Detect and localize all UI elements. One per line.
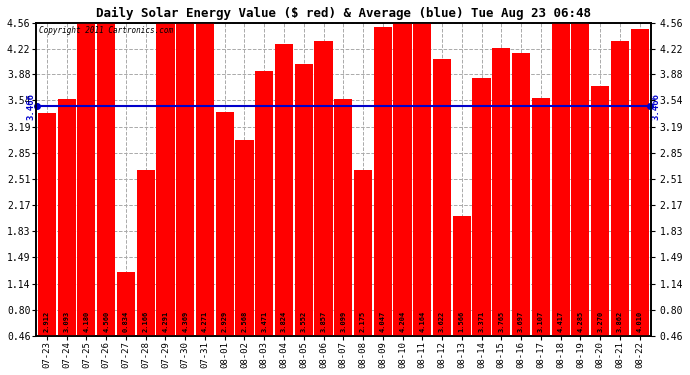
- Text: 2.175: 2.175: [360, 310, 366, 332]
- Bar: [157, 8, 175, 336]
- Text: 4.291: 4.291: [162, 310, 168, 332]
- Bar: [196, 9, 214, 336]
- Text: 4.164: 4.164: [420, 310, 425, 332]
- Bar: [77, 16, 95, 336]
- Bar: [354, 170, 372, 336]
- Bar: [571, 9, 589, 336]
- Text: 3.862: 3.862: [617, 310, 623, 332]
- Bar: [97, 0, 115, 336]
- Text: 2.568: 2.568: [241, 310, 248, 332]
- Text: 2.912: 2.912: [44, 310, 50, 332]
- Text: 4.204: 4.204: [400, 310, 406, 332]
- Text: 4.047: 4.047: [380, 310, 386, 332]
- Text: 0.834: 0.834: [123, 310, 129, 332]
- Bar: [315, 41, 333, 336]
- Text: 1.566: 1.566: [459, 310, 465, 332]
- Text: 3.857: 3.857: [320, 310, 326, 332]
- Text: 3.270: 3.270: [597, 310, 603, 332]
- Text: 3.107: 3.107: [538, 310, 544, 332]
- Bar: [275, 44, 293, 336]
- Bar: [137, 170, 155, 336]
- Bar: [492, 48, 511, 336]
- Bar: [473, 78, 491, 336]
- Bar: [215, 112, 234, 336]
- Bar: [374, 27, 392, 336]
- Text: 3.093: 3.093: [63, 310, 70, 332]
- Bar: [255, 70, 273, 336]
- Text: 4.560: 4.560: [103, 310, 109, 332]
- Bar: [631, 30, 649, 336]
- Text: 3.099: 3.099: [340, 310, 346, 332]
- Text: 3.552: 3.552: [301, 310, 307, 332]
- Bar: [433, 59, 451, 336]
- Bar: [334, 99, 353, 336]
- Bar: [512, 53, 530, 336]
- Text: 3.466: 3.466: [26, 93, 35, 120]
- Bar: [117, 272, 135, 336]
- Bar: [591, 86, 609, 336]
- Bar: [413, 18, 431, 336]
- Text: Copyright 2011 Cartronics.com: Copyright 2011 Cartronics.com: [39, 26, 173, 35]
- Bar: [551, 0, 570, 336]
- Title: Daily Solar Energy Value ($ red) & Average (blue) Tue Aug 23 06:48: Daily Solar Energy Value ($ red) & Avera…: [96, 7, 591, 20]
- Text: 3.824: 3.824: [281, 310, 287, 332]
- Text: 3.471: 3.471: [262, 310, 267, 332]
- Bar: [235, 140, 253, 336]
- Bar: [532, 98, 550, 336]
- Text: 4.285: 4.285: [578, 310, 583, 332]
- Bar: [38, 113, 56, 336]
- Bar: [611, 41, 629, 336]
- Text: 3.466: 3.466: [651, 93, 660, 120]
- Text: 2.166: 2.166: [143, 310, 148, 332]
- Bar: [295, 64, 313, 336]
- Text: 3.371: 3.371: [479, 310, 484, 332]
- Text: 4.271: 4.271: [202, 310, 208, 332]
- Bar: [453, 216, 471, 336]
- Text: 3.622: 3.622: [439, 310, 445, 332]
- Text: 3.697: 3.697: [518, 310, 524, 332]
- Text: 4.369: 4.369: [182, 310, 188, 332]
- Text: 4.010: 4.010: [637, 310, 642, 332]
- Text: 2.929: 2.929: [221, 310, 228, 332]
- Text: 4.417: 4.417: [558, 310, 564, 332]
- Bar: [176, 2, 195, 336]
- Bar: [393, 15, 412, 336]
- Text: 4.180: 4.180: [83, 310, 90, 332]
- Text: 3.765: 3.765: [498, 310, 504, 332]
- Bar: [57, 99, 76, 336]
